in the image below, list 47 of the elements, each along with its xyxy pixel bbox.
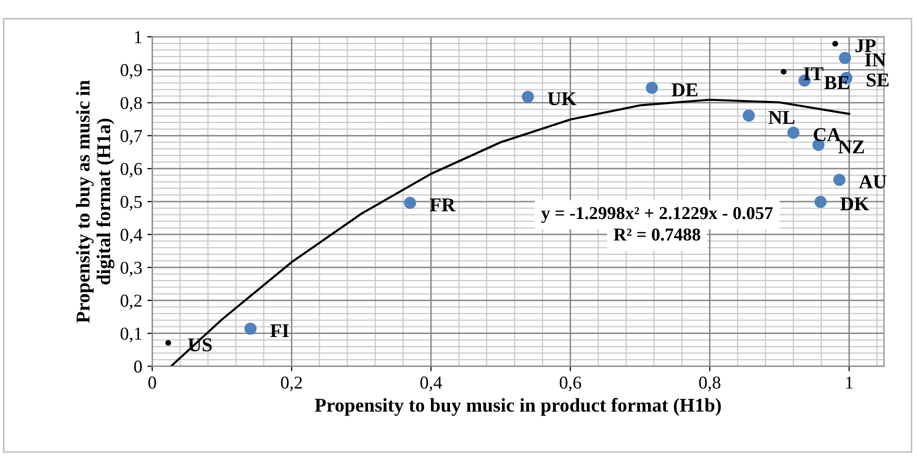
y-tick-label: 0	[134, 360, 142, 373]
point	[780, 68, 787, 75]
y-axis-title: Propensity to buy as music in digital format (H1a)	[76, 80, 114, 323]
point	[646, 82, 658, 94]
point	[522, 90, 534, 103]
annotation: y = -1.2998x² + 2.1229x - 0.057	[541, 207, 773, 223]
series-label: FR	[430, 198, 456, 212]
series-label: SE	[866, 73, 889, 87]
series-label: AU	[859, 175, 886, 188]
y-tick-label: 0,4	[120, 228, 142, 244]
point	[165, 340, 172, 346]
point	[838, 52, 852, 64]
annotation: R² = 0.7488	[614, 228, 700, 241]
point	[787, 126, 800, 139]
series-label: UK	[548, 92, 576, 106]
y-tick-label: 0,3	[120, 262, 142, 276]
series-label: CA	[814, 128, 841, 142]
x-axis-title: Propensity to buy music in product format (H1b)	[314, 398, 721, 416]
y-tick-label: 0,9	[120, 64, 142, 79]
point	[404, 196, 416, 209]
point	[742, 109, 755, 122]
y-tick-label: 0,2	[120, 294, 142, 310]
point	[832, 40, 838, 47]
y-tick-label: 0,7	[120, 130, 142, 145]
x-tick-label: 1	[846, 376, 853, 389]
y-tick-label: 0,1	[120, 328, 142, 342]
x-tick-label: 0,4	[420, 376, 442, 392]
point	[833, 174, 846, 186]
point	[244, 322, 257, 335]
x-tick-label: 0,8	[699, 376, 720, 392]
series-label: IT	[804, 67, 824, 80]
series-label: JP	[856, 39, 876, 52]
y-tick-label: 0,8	[120, 96, 142, 112]
y-tick-label: 0,6	[120, 162, 142, 178]
series-label: DK	[840, 197, 870, 210]
series-label: DE	[672, 83, 698, 96]
x-tick-label: 0	[148, 376, 156, 389]
x-tick-label: 0,2	[281, 376, 302, 392]
y-tick-label: 1	[135, 31, 142, 44]
series-label: NZ	[838, 140, 864, 154]
series-label: BE	[824, 76, 849, 90]
point	[814, 196, 827, 208]
series-label: IN	[865, 54, 886, 66]
series-label: NL	[768, 111, 794, 124]
x-tick-label: 0,6	[560, 376, 582, 392]
series-label: FI	[270, 324, 289, 338]
y-tick-label: 0,5	[120, 196, 142, 211]
